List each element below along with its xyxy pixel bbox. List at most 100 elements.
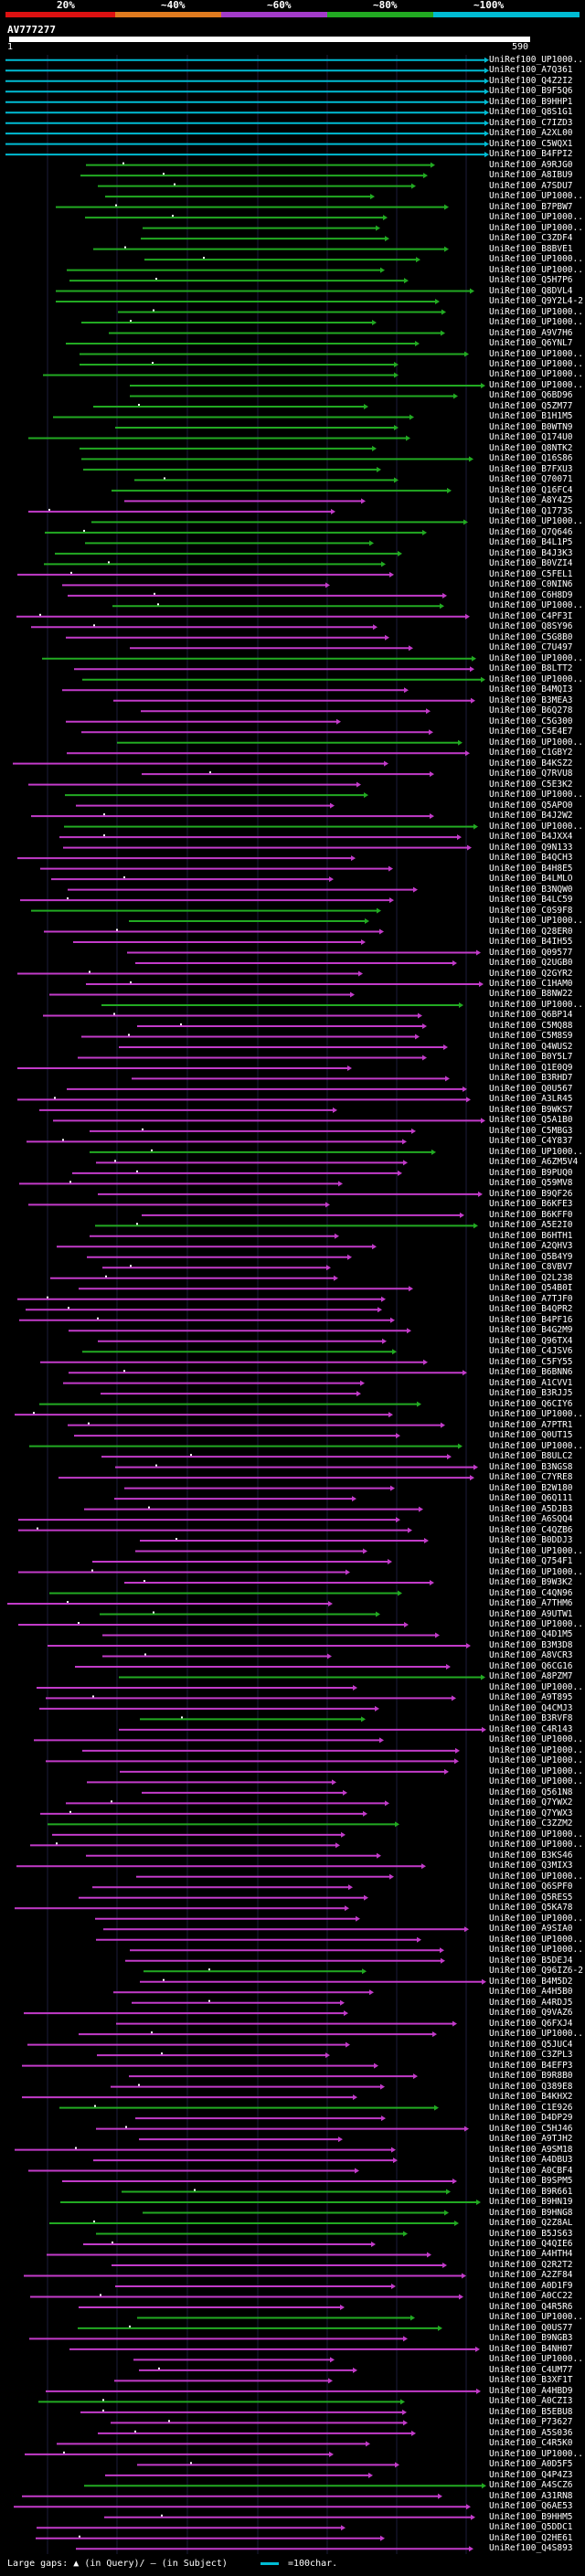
- hit-track[interactable]: [13, 760, 388, 767]
- hit-label[interactable]: UniRef100_Q6SPF0: [489, 1882, 573, 1892]
- hit-track[interactable]: [102, 1653, 332, 1659]
- hit-label[interactable]: UniRef100_UP1000...: [489, 673, 585, 684]
- hit-track[interactable]: [96, 1936, 421, 1943]
- hit-track[interactable]: [112, 603, 444, 610]
- hit-label[interactable]: UniRef100_A7PTR1: [489, 1419, 573, 1430]
- hit-track[interactable]: [28, 781, 361, 788]
- hit-track[interactable]: [20, 897, 394, 904]
- hit-label[interactable]: UniRef100_Q5JUC4: [489, 2039, 573, 2050]
- hit-track[interactable]: [87, 1254, 352, 1260]
- hit-label[interactable]: UniRef100_Q1773S: [489, 505, 573, 516]
- hit-track[interactable]: [96, 2231, 408, 2237]
- hit-track[interactable]: [22, 2493, 442, 2499]
- hit-label[interactable]: UniRef100_B4EFP3: [489, 2060, 573, 2071]
- hit-track[interactable]: [31, 813, 434, 820]
- hit-label[interactable]: UniRef100_A0CC22: [489, 2291, 573, 2302]
- hit-track[interactable]: [92, 1559, 392, 1565]
- hit-track[interactable]: [81, 320, 377, 326]
- hit-label[interactable]: UniRef100_B4G2M9: [489, 1325, 573, 1336]
- hit-track[interactable]: [27, 2041, 350, 2048]
- hit-label[interactable]: UniRef100_A9SIA0: [489, 1924, 573, 1935]
- hit-track[interactable]: [63, 844, 472, 851]
- hit-track[interactable]: [143, 225, 380, 231]
- hit-label[interactable]: UniRef100_A3LR45: [489, 1094, 573, 1105]
- hit-track[interactable]: [117, 739, 463, 746]
- hit-label[interactable]: UniRef100_A9SM18: [489, 2144, 573, 2155]
- hit-track[interactable]: [37, 1684, 357, 1691]
- hit-label[interactable]: UniRef100_B5JS63: [489, 2228, 573, 2239]
- hit-track[interactable]: [57, 2441, 370, 2447]
- hit-label[interactable]: UniRef100_Q754F1: [489, 1556, 573, 1567]
- hit-label[interactable]: UniRef100_Q96IZ6-2: [489, 1966, 583, 1977]
- hit-track[interactable]: [142, 1212, 464, 1218]
- hit-track[interactable]: [30, 2294, 463, 2300]
- hit-label[interactable]: UniRef100_A5E2I0: [489, 1220, 573, 1231]
- hit-label[interactable]: UniRef100_Q2UGB0: [489, 958, 573, 969]
- hit-label[interactable]: UniRef100_UP1000...: [489, 999, 585, 1010]
- hit-track[interactable]: [74, 666, 474, 673]
- hit-label[interactable]: UniRef100_B4KSZ2: [489, 758, 573, 769]
- hit-label[interactable]: UniRef100_Q561N8: [489, 1786, 573, 1797]
- hit-track[interactable]: [141, 708, 431, 715]
- hit-track[interactable]: [17, 1065, 352, 1071]
- hit-track[interactable]: [50, 1275, 338, 1281]
- hit-track[interactable]: [98, 2430, 416, 2436]
- hit-label[interactable]: UniRef100_A9TJH2: [489, 2134, 573, 2145]
- hit-label[interactable]: UniRef100_UP1000...: [489, 54, 585, 65]
- hit-label[interactable]: UniRef100_Q4S893: [489, 2543, 573, 2554]
- hit-label[interactable]: UniRef100_Q59MV8: [489, 1178, 573, 1189]
- hit-label[interactable]: UniRef100_B0DDJ3: [489, 1535, 573, 1546]
- hit-track[interactable]: [86, 162, 435, 168]
- hit-track[interactable]: [82, 676, 485, 683]
- hit-track[interactable]: [37, 2525, 346, 2531]
- hit-track[interactable]: [80, 362, 399, 368]
- hit-label[interactable]: UniRef100_Q389E8: [489, 2081, 573, 2092]
- hit-track[interactable]: [115, 1464, 478, 1470]
- hit-track[interactable]: [96, 2125, 469, 2132]
- hit-track[interactable]: [144, 1968, 367, 1975]
- hit-label[interactable]: UniRef100_Q9VAZ6: [489, 2008, 573, 2019]
- hit-track[interactable]: [79, 1894, 368, 1901]
- hit-track[interactable]: [56, 299, 440, 305]
- hit-label[interactable]: UniRef100_B4M5D2: [489, 1976, 573, 1987]
- hit-track[interactable]: [86, 1852, 381, 1859]
- hit-track[interactable]: [82, 1747, 460, 1754]
- hit-label[interactable]: UniRef100_C5MQ88: [489, 1020, 573, 1031]
- hit-track[interactable]: [25, 2451, 334, 2457]
- hit-label[interactable]: UniRef100_UP1000...: [489, 306, 585, 317]
- hit-track[interactable]: [78, 1055, 427, 1061]
- hit-track[interactable]: [48, 1642, 471, 1648]
- hit-track[interactable]: [45, 529, 427, 535]
- hit-track[interactable]: [53, 1118, 485, 1124]
- hit-label[interactable]: UniRef100_UP1000...: [489, 1744, 585, 1755]
- hit-label[interactable]: UniRef100_B9HNG8: [489, 2207, 573, 2218]
- hit-track[interactable]: [58, 1475, 474, 1481]
- hit-label[interactable]: UniRef100_UP1000...: [489, 2029, 585, 2040]
- hit-track[interactable]: [52, 1831, 346, 1838]
- hit-label[interactable]: UniRef100_A9UTW1: [489, 1608, 573, 1619]
- hit-track[interactable]: [85, 540, 374, 546]
- hit-label[interactable]: UniRef100_A8IBU9: [489, 170, 573, 181]
- hit-label[interactable]: UniRef100_C8VBV7: [489, 1262, 573, 1273]
- hit-track[interactable]: [93, 2157, 398, 2164]
- hit-track[interactable]: [63, 1380, 365, 1386]
- hit-label[interactable]: UniRef100_A0CBF4: [489, 2165, 573, 2176]
- hit-label[interactable]: UniRef100_B9QF26: [489, 1188, 573, 1199]
- hit-label[interactable]: UniRef100_Q0U567: [489, 1083, 573, 1094]
- hit-track[interactable]: [5, 152, 489, 158]
- hit-track[interactable]: [15, 1905, 349, 1912]
- hit-track[interactable]: [29, 2336, 408, 2342]
- hit-label[interactable]: UniRef100_Q5APO0: [489, 800, 573, 811]
- hit-label[interactable]: UniRef100_UP1000...: [489, 652, 585, 663]
- hit-track[interactable]: [46, 2388, 481, 2394]
- hit-label[interactable]: UniRef100_B7PBW7: [489, 201, 573, 212]
- hit-track[interactable]: [100, 1611, 380, 1617]
- hit-track[interactable]: [38, 2399, 405, 2405]
- hit-label[interactable]: UniRef100_C5M8S9: [489, 1031, 573, 1042]
- hit-track[interactable]: [51, 876, 334, 883]
- hit-track[interactable]: [29, 1443, 463, 1449]
- hit-track[interactable]: [105, 2472, 373, 2478]
- hit-label[interactable]: UniRef100_B9SPM5: [489, 2176, 573, 2187]
- hit-track[interactable]: [101, 1391, 361, 1397]
- hit-track[interactable]: [124, 498, 366, 504]
